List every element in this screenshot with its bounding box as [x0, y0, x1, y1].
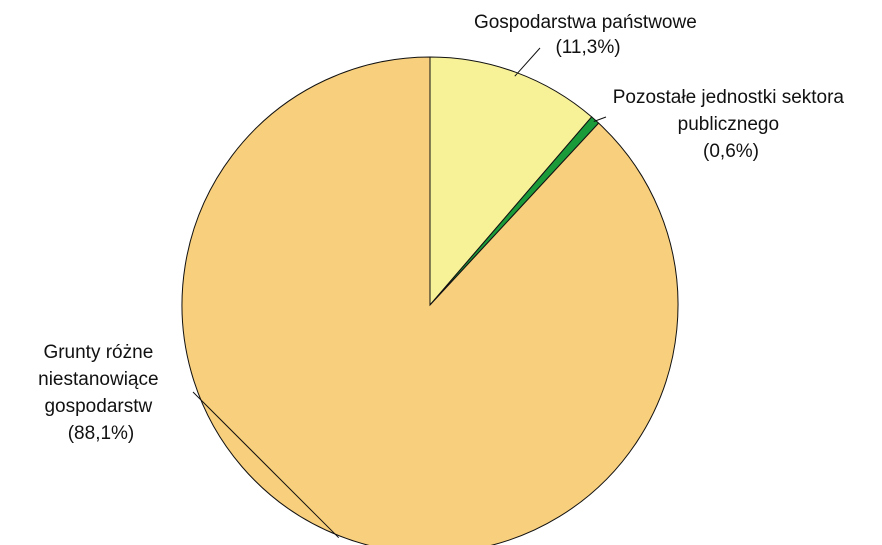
pie-slices: [181, 56, 679, 545]
slice-label-percent: (11,3%): [555, 37, 620, 58]
leader-lines: [192, 47, 607, 539]
slice-label-percent: (0,6%): [703, 141, 759, 162]
pie-slice-gospodarstwa-panstwowe: [429, 56, 593, 307]
slice-label-percent: (88,1%): [68, 423, 135, 444]
pie-slice-grunty-rozne: [181, 56, 679, 545]
slice-label-line: Pozostałe jednostki sektora: [613, 87, 845, 108]
leader-line-pozostale-jednostki-sektora: [593, 116, 607, 122]
slice-label-line: gospodarstw: [44, 396, 152, 417]
slice-label-pozostale-jednostki: Pozostałe jednostki sektora publicznego …: [613, 87, 850, 162]
leader-line-gospodarstwa-panstwowe: [514, 47, 541, 77]
slice-label-line: niestanowiące: [38, 369, 158, 390]
leader-line-grunty-rozne: [192, 391, 340, 539]
slice-label-line: Grunty różne: [43, 342, 153, 363]
slice-label-line: Gospodarstwa państwowe: [474, 12, 697, 33]
slice-label-gospodarstwa-panstwowe: Gospodarstwa państwowe (11,3%): [474, 12, 702, 58]
slice-label-grunty-rozne: Grunty różne niestanowiące gospodarstw (…: [38, 342, 164, 444]
slice-label-line: publicznego: [678, 114, 779, 135]
